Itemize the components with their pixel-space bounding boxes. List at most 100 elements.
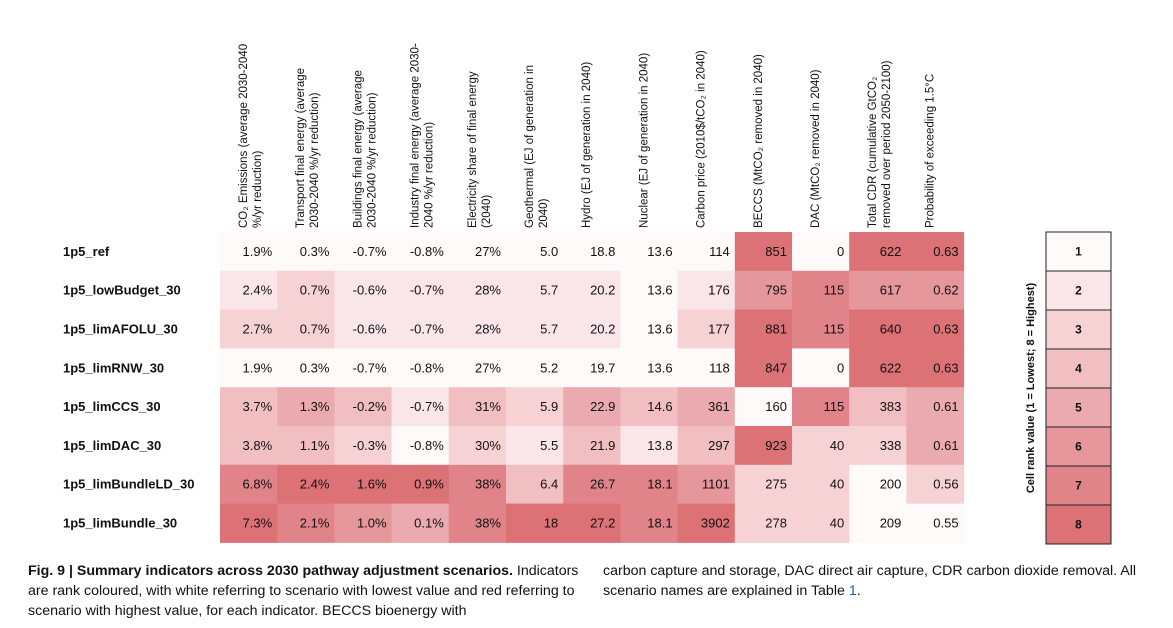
heatmap-cell bbox=[849, 503, 907, 543]
heatmap-cell bbox=[906, 464, 965, 505]
row-label: 1p5_limRNW_30 bbox=[63, 360, 164, 375]
cell-value: -0.7% bbox=[353, 360, 387, 375]
cell-value: 18.1 bbox=[647, 516, 672, 531]
heatmap-cell bbox=[506, 270, 564, 311]
heatmap-cell bbox=[334, 309, 393, 349]
heatmap-cell bbox=[677, 232, 736, 272]
heatmap-cell bbox=[906, 503, 965, 543]
column-header: %/yr reduction) bbox=[252, 150, 264, 228]
heatmap-cell bbox=[734, 503, 793, 543]
cell-value: 20.2 bbox=[590, 322, 615, 337]
cell-value: 2.7% bbox=[243, 322, 273, 337]
heatmap-cell bbox=[220, 270, 278, 311]
column-header: BECCS (MtCO₂ removed in 2040) bbox=[753, 54, 765, 228]
heatmap-cell bbox=[677, 426, 736, 466]
column-header: Total CDR (cumulative GtCO₂ bbox=[867, 77, 879, 228]
heatmap-cell bbox=[620, 387, 679, 427]
heatmap-cell bbox=[220, 309, 278, 349]
heatmap-cell bbox=[620, 232, 679, 272]
cell-value: 0.3% bbox=[300, 244, 330, 259]
table-reference-link[interactable]: 1 bbox=[848, 583, 857, 599]
cell-value: 1101 bbox=[702, 477, 730, 492]
legend-swatch bbox=[1045, 426, 1112, 467]
legend-title: Cell rank value (1 = Lowest; 8 = Highest… bbox=[1025, 283, 1037, 494]
column-header: Carbon price (2010$/tCO₂ in 2040) bbox=[696, 50, 708, 228]
heatmap-cell bbox=[620, 270, 679, 311]
heatmap-cell bbox=[734, 309, 793, 349]
heatmap-cell bbox=[448, 387, 507, 427]
cell-value: 847 bbox=[765, 360, 787, 375]
cell-value: 13.6 bbox=[647, 360, 672, 375]
cell-value: 19.7 bbox=[590, 360, 615, 375]
legend-value: 1 bbox=[1075, 245, 1082, 259]
heatmap-cell bbox=[620, 309, 679, 349]
cell-value: 0.61 bbox=[933, 399, 958, 414]
cell-value: 38% bbox=[475, 516, 501, 531]
heatmap-cell bbox=[220, 464, 278, 505]
cell-value: 21.9 bbox=[590, 438, 615, 453]
column-header: CO₂ Emissions (average 2030-2040 bbox=[238, 44, 250, 228]
column-header: 2030-2040 %/yr reduction) bbox=[309, 92, 321, 228]
heatmap-cell bbox=[334, 270, 393, 311]
cell-value: 0.7% bbox=[300, 322, 330, 337]
cell-value: -0.6% bbox=[353, 322, 387, 337]
legend-value: 5 bbox=[1075, 401, 1082, 415]
cell-value: 0.3% bbox=[300, 360, 330, 375]
heatmap-cell bbox=[220, 503, 278, 543]
heatmap-cell bbox=[563, 503, 621, 543]
column-header: Transport final energy (average bbox=[295, 68, 307, 228]
heatmap-cell bbox=[391, 309, 450, 349]
cell-value: 31% bbox=[475, 399, 501, 414]
cell-value: 40 bbox=[830, 516, 844, 531]
cell-value: 200 bbox=[880, 477, 902, 492]
cell-value: 1.9% bbox=[243, 360, 273, 375]
cell-value: -0.8% bbox=[410, 244, 444, 259]
heatmap-cell bbox=[906, 387, 965, 427]
cell-value: 22.9 bbox=[590, 399, 615, 414]
figure-caption-left: Fig. 9 | Summary indicators across 2030 … bbox=[28, 561, 588, 621]
heatmap-cell bbox=[792, 503, 850, 543]
legend-value: 8 bbox=[1075, 518, 1082, 532]
cell-value: 0.7% bbox=[300, 283, 330, 298]
cell-value: 1.1% bbox=[300, 438, 330, 453]
heatmap-cell bbox=[277, 464, 335, 505]
heatmap-cell bbox=[906, 270, 965, 311]
heatmap-cell bbox=[506, 464, 564, 505]
cell-value: 1.9% bbox=[243, 244, 273, 259]
cell-value: 0.1% bbox=[414, 516, 444, 531]
cell-value: 26.7 bbox=[590, 477, 615, 492]
cell-value: -0.2% bbox=[353, 399, 387, 414]
cell-value: 1.0% bbox=[357, 516, 387, 531]
row-label: 1p5_limDAC_30 bbox=[63, 438, 161, 453]
cell-value: 0.62 bbox=[933, 283, 958, 298]
heatmap-cell bbox=[334, 503, 393, 543]
heatmap-cell bbox=[906, 348, 965, 388]
cell-value: 115 bbox=[823, 283, 844, 298]
heatmap-cell bbox=[277, 503, 335, 543]
heatmap-cell bbox=[448, 464, 507, 505]
heatmap-cell bbox=[334, 464, 393, 505]
heatmap-cell bbox=[734, 348, 793, 388]
cell-value: 40 bbox=[830, 438, 844, 453]
heatmap-cell bbox=[220, 387, 278, 427]
cell-value: 38% bbox=[475, 477, 501, 492]
heatmap-cell bbox=[448, 270, 507, 311]
cell-value: 0.55 bbox=[933, 516, 958, 531]
cell-value: 2.4% bbox=[300, 477, 330, 492]
heatmap-cell bbox=[506, 387, 564, 427]
heatmap-cell bbox=[391, 426, 450, 466]
legend-value: 4 bbox=[1075, 362, 1082, 376]
heatmap-cell bbox=[849, 270, 907, 311]
cell-value: 2.1% bbox=[300, 516, 330, 531]
heatmap-cell bbox=[448, 426, 507, 466]
cell-value: -0.7% bbox=[410, 322, 444, 337]
cell-value: 5.7 bbox=[540, 322, 558, 337]
heatmap-cell bbox=[391, 387, 450, 427]
cell-value: 3.7% bbox=[243, 399, 273, 414]
heatmap-cell bbox=[506, 348, 564, 388]
heatmap-cell bbox=[391, 503, 450, 543]
heatmap-cell bbox=[563, 426, 621, 466]
figure-caption-label: Fig. 9 | Summary indicators across 2030 … bbox=[28, 563, 513, 579]
heatmap-cell bbox=[734, 387, 793, 427]
